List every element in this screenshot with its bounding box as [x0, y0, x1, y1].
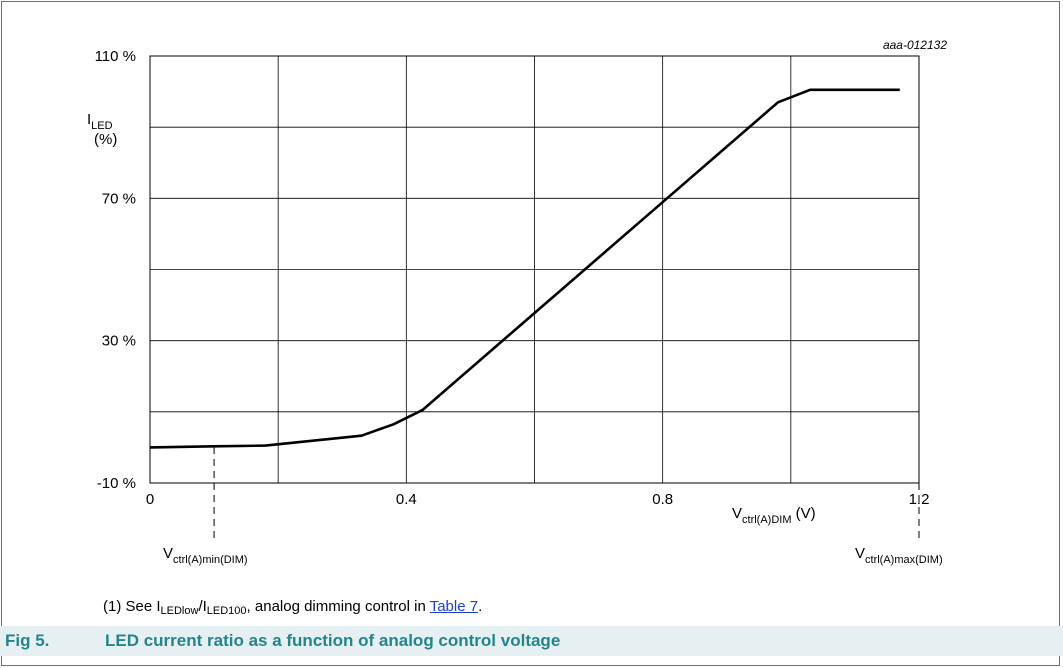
x-tick-label: 0: [146, 491, 154, 508]
y-axis-unit: (%): [94, 131, 117, 148]
table-7-link[interactable]: Table 7: [429, 598, 479, 615]
x-tick-label: 0.8: [652, 491, 673, 508]
figure-title: LED current ratio as a function of analo…: [105, 631, 561, 650]
annotation-markers: [213, 447, 920, 542]
y-tick-label: 30 %: [102, 333, 136, 350]
vmax-label: Vctrl(A)max(DIM): [855, 545, 943, 566]
y-tick-label: 70 %: [102, 190, 136, 207]
vmin-label: Vctrl(A)min(DIM): [163, 545, 248, 566]
footnote: (1) See ILEDlow/ILED100, analog dimming …: [103, 598, 483, 617]
x-tick-label: 0.4: [396, 491, 417, 508]
tick-labels: 0 0.4 0.8 1.2-10 %30 %70 %110 %: [95, 48, 930, 508]
x-axis-label: Vctrl(A)DIM (V): [732, 505, 816, 526]
series-layer: [149, 88, 900, 449]
series-line: [149, 88, 900, 449]
grid: [149, 55, 920, 484]
figure-code: aaa-012132: [883, 38, 947, 52]
figure-caption: Fig 5. LED current ratio as a function o…: [0, 626, 1063, 656]
line-chart: 0 0.4 0.8 1.2-10 %30 %70 %110 % aaa-012132 …: [87, 38, 947, 566]
y-tick-label: -10 %: [97, 475, 136, 492]
figure-number: Fig 5.: [5, 631, 50, 650]
y-axis-label: ILED: [87, 111, 113, 132]
y-tick-label: 110 %: [95, 48, 136, 65]
